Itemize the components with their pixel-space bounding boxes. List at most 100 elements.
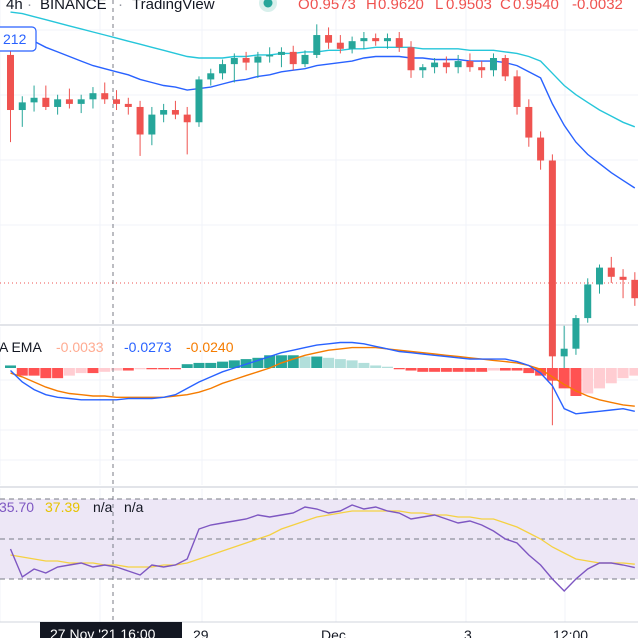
- ohlc-high: 0.9620: [378, 0, 424, 13]
- macd-histogram-bar: [334, 359, 346, 368]
- candle-body: [513, 76, 521, 107]
- macd-histogram-bar: [111, 368, 123, 371]
- macd-histogram-bar: [5, 365, 16, 368]
- price-badge[interactable]: [0, 26, 37, 52]
- macd-histogram-bar: [535, 368, 547, 376]
- candle-body: [219, 64, 227, 74]
- cursor-time-label: 27 Nov '21 16:00: [50, 626, 156, 638]
- candle-body: [136, 106, 144, 135]
- macd-histogram-bar: [169, 368, 181, 370]
- rsi-legend-ma: 37.39: [45, 499, 80, 515]
- ohlc-change: -0.0032: [572, 0, 623, 13]
- ohlc-low: 0.9503: [446, 0, 492, 13]
- candle-body: [560, 348, 568, 357]
- ema-slow-line: [10, 11, 636, 128]
- rsi-legend-rsi: 35.70: [0, 499, 34, 515]
- macd-histogram-bar: [417, 368, 429, 372]
- macd-histogram-bar: [546, 368, 558, 381]
- candle-body: [207, 73, 215, 80]
- ohlc-close: 0.9540: [513, 0, 559, 13]
- macd-histogram-bar: [28, 368, 40, 376]
- candle-body: [548, 160, 556, 357]
- macd-histogram-bar: [605, 368, 617, 384]
- macd-histogram-bar: [299, 356, 311, 368]
- candle-body: [537, 137, 545, 161]
- candle-body: [478, 67, 486, 71]
- candle-body: [77, 99, 85, 104]
- macd-line: [10, 341, 635, 415]
- rsi-legend-v4: n/a: [124, 499, 144, 515]
- ohlc-high-label: H: [366, 0, 377, 13]
- candle-body: [254, 56, 262, 63]
- macd-histogram-bar: [464, 368, 476, 372]
- time-tick: 29: [193, 627, 209, 638]
- macd-histogram-bar: [629, 368, 638, 376]
- macd-histogram-bar: [370, 365, 382, 368]
- macd-histogram-bar: [311, 356, 323, 368]
- macd-histogram-bar: [405, 368, 417, 371]
- candle-body: [289, 51, 297, 65]
- macd-histogram-bar: [429, 368, 441, 372]
- macd-histogram-bar: [63, 368, 75, 376]
- macd-histogram-bar: [75, 368, 87, 374]
- macd-histogram-bar: [287, 355, 299, 368]
- candle-body: [407, 47, 415, 71]
- cursor-time-badge: [40, 622, 182, 638]
- time-tick: Dec: [321, 627, 346, 638]
- macd-histogram-bar: [158, 368, 170, 370]
- rsi-ma-line: [10, 510, 635, 568]
- candle-body: [195, 79, 203, 123]
- macd-histogram-bar: [16, 368, 28, 376]
- rsi-pane[interactable]: [0, 498, 638, 593]
- macd-histogram-bar: [40, 368, 52, 379]
- macd-histogram-bar: [181, 364, 193, 368]
- candle-body: [584, 284, 592, 319]
- exchange-label: BINANCE: [40, 0, 107, 13]
- ohlc-close-label: C: [500, 0, 511, 13]
- macd-histogram-bar: [476, 368, 488, 372]
- candle-body: [301, 54, 309, 65]
- macd-histogram-bar: [275, 355, 287, 368]
- candle-body: [360, 38, 368, 42]
- macd-histogram-bar: [323, 357, 335, 368]
- macd-histogram-bar: [193, 362, 205, 368]
- macd-histogram-bar: [582, 368, 594, 394]
- candle-body: [230, 58, 238, 65]
- legends: 4h · BINANCE · TradingView O 0.9573 H 0.…: [0, 0, 623, 638]
- candle-body: [572, 318, 580, 349]
- candle-body: [395, 38, 403, 48]
- macd-histogram-bar: [358, 362, 370, 368]
- rsi-line: [9, 504, 635, 593]
- macd-histogram-bar: [228, 360, 240, 368]
- candle-body: [266, 54, 274, 57]
- candle-body: [419, 67, 427, 71]
- candle-body: [501, 58, 509, 77]
- macd-pane[interactable]: [0, 341, 638, 461]
- candle-body: [596, 267, 603, 285]
- candle-body: [89, 93, 97, 100]
- status-dot-icon: [263, 0, 273, 8]
- macd-legend-signal: -0.0240: [186, 339, 234, 355]
- macd-histogram-bar: [252, 357, 264, 368]
- candle-body: [160, 110, 168, 115]
- macd-histogram-bar: [146, 368, 158, 370]
- price-badge-value: 212: [3, 31, 27, 47]
- macd-legend-label: A EMA: [0, 339, 42, 355]
- macd-histogram-bar: [511, 368, 523, 371]
- macd-histogram-bar: [217, 361, 229, 368]
- macd-histogram-bar: [381, 366, 393, 368]
- candle-body: [442, 62, 450, 68]
- macd-histogram-bar: [99, 368, 111, 372]
- time-tick: 12:00: [553, 627, 588, 638]
- macd-histogram-bar: [617, 368, 629, 379]
- macd-histogram-bar: [487, 368, 499, 371]
- candle-body: [372, 38, 380, 42]
- candle-body: [466, 61, 474, 68]
- candle-body: [148, 114, 156, 135]
- macd-histogram-bar: [558, 368, 570, 389]
- legend-dot: ·: [27, 0, 32, 13]
- candle-body: [54, 99, 62, 107]
- macd-histogram-bar: [393, 368, 405, 370]
- candle-body: [348, 41, 356, 49]
